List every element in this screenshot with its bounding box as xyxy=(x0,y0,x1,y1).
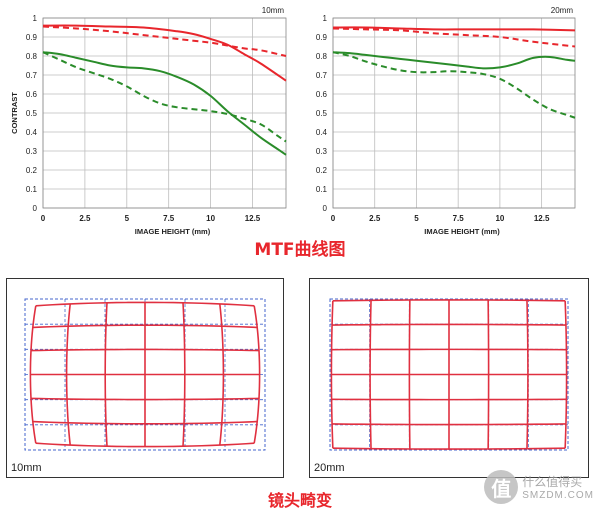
y-tick-label: 0.4 xyxy=(26,128,38,137)
plot-frame xyxy=(42,17,287,209)
x-tick-label: 7.5 xyxy=(453,214,465,223)
distorted-gridline xyxy=(35,301,255,307)
distortion-grid-20mm xyxy=(329,298,569,451)
watermark-logo-icon: 值 xyxy=(484,470,519,504)
distorted-gridline xyxy=(330,300,334,449)
x-tick-label: 0 xyxy=(41,214,46,223)
x-tick-label: 12.5 xyxy=(534,214,550,223)
x-tick-label: 12.5 xyxy=(245,214,261,223)
x-tick-label: 2.5 xyxy=(369,214,381,223)
distorted-gridline xyxy=(35,442,255,448)
y-tick-label: 0.2 xyxy=(316,166,328,175)
y-tick-label: 0.1 xyxy=(316,185,328,194)
watermark-url: SMZDM.COM xyxy=(522,490,594,501)
watermark-text: 什么值得买 xyxy=(522,475,583,489)
y-tick-label: 0.1 xyxy=(26,185,38,194)
mtf-charts: 00.10.20.30.40.50.60.70.80.910 2.5 5 7.5 10 1… xyxy=(10,6,576,236)
mtf-series-line xyxy=(42,51,287,143)
distortion-label-20mm: 20mm xyxy=(314,462,345,474)
y-tick-label: 0.2 xyxy=(26,166,38,175)
distortion-label-10mm: 10mm xyxy=(11,462,42,474)
y-tick-label: 0.6 xyxy=(316,90,328,99)
mtf-series-line xyxy=(42,51,287,156)
mtf-series-line xyxy=(332,27,576,48)
x-tick-label: 0 xyxy=(331,214,336,223)
x-axis-label: IMAGE HEIGHT (mm) xyxy=(424,227,500,236)
y-tick-label: 0.3 xyxy=(316,147,328,156)
distortion-panel-20mm: 20mm xyxy=(309,278,589,478)
mtf-chart-0: 00.10.20.30.40.50.60.70.80.910 2.5 5 7.5 10 1… xyxy=(10,6,287,236)
y-tick-label: 0.5 xyxy=(316,109,328,118)
x-tick-label: 7.5 xyxy=(163,214,175,223)
y-tick-label: 0.5 xyxy=(26,109,38,118)
y-tick-label: 0.9 xyxy=(26,33,38,42)
y-tick-label: 0.4 xyxy=(316,128,328,137)
x-tick-label: 10 xyxy=(495,214,504,223)
mtf-chart-1: 00.10.20.30.40.50.60.70.80.910 2.5 5 7.5 10 1… xyxy=(316,6,576,236)
y-tick-label: 0.9 xyxy=(316,33,328,42)
distorted-gridline xyxy=(332,447,566,450)
y-tick-label: 0.7 xyxy=(26,71,38,80)
y-tick-label: 0 xyxy=(33,204,38,213)
distorted-grid xyxy=(29,301,261,448)
x-tick-label: 5 xyxy=(414,214,419,223)
chart-title: 20mm xyxy=(551,6,574,15)
chart-title: 10mm xyxy=(262,6,285,15)
mtf-series-line xyxy=(332,26,576,32)
distorted-gridline xyxy=(32,420,258,425)
x-tick-label: 10 xyxy=(206,214,215,223)
distorted-gridline xyxy=(30,397,260,401)
y-tick-label: 0.8 xyxy=(316,52,328,61)
distorted-gridline xyxy=(332,423,566,426)
y-tick-label: 0.6 xyxy=(26,90,38,99)
mtf-series-line xyxy=(42,24,287,82)
distortion-panel-10mm: 10mm xyxy=(6,278,284,478)
distortion-grid-10mm xyxy=(24,298,266,451)
plot-frame xyxy=(332,17,576,209)
x-tick-label: 5 xyxy=(125,214,130,223)
distorted-gridline xyxy=(332,299,566,302)
watermark: 值 什么值得买 SMZDM.COM xyxy=(484,470,594,504)
y-tick-label: 0.8 xyxy=(26,52,38,61)
y-tick-label: 0 xyxy=(323,204,328,213)
mtf-series-line xyxy=(42,25,287,57)
y-tick-label: 0.7 xyxy=(316,71,328,80)
mtf-series-line xyxy=(332,51,576,70)
x-axis-label: IMAGE HEIGHT (mm) xyxy=(135,227,211,236)
y-tick-label: 0.3 xyxy=(26,147,38,156)
distorted-gridline xyxy=(32,324,258,329)
mtf-series-line xyxy=(332,51,576,119)
distorted-gridline xyxy=(332,323,566,326)
distorted-gridline xyxy=(30,348,260,352)
x-tick-label: 2.5 xyxy=(79,214,91,223)
distortion-caption: 镜头畸变 xyxy=(267,491,332,510)
distorted-grid xyxy=(330,299,568,450)
y-axis-label: CONTRAST xyxy=(10,92,19,134)
y-tick-label: 1 xyxy=(323,14,328,23)
y-tick-label: 1 xyxy=(33,14,38,23)
mtf-caption: MTF曲线图 xyxy=(254,240,346,260)
